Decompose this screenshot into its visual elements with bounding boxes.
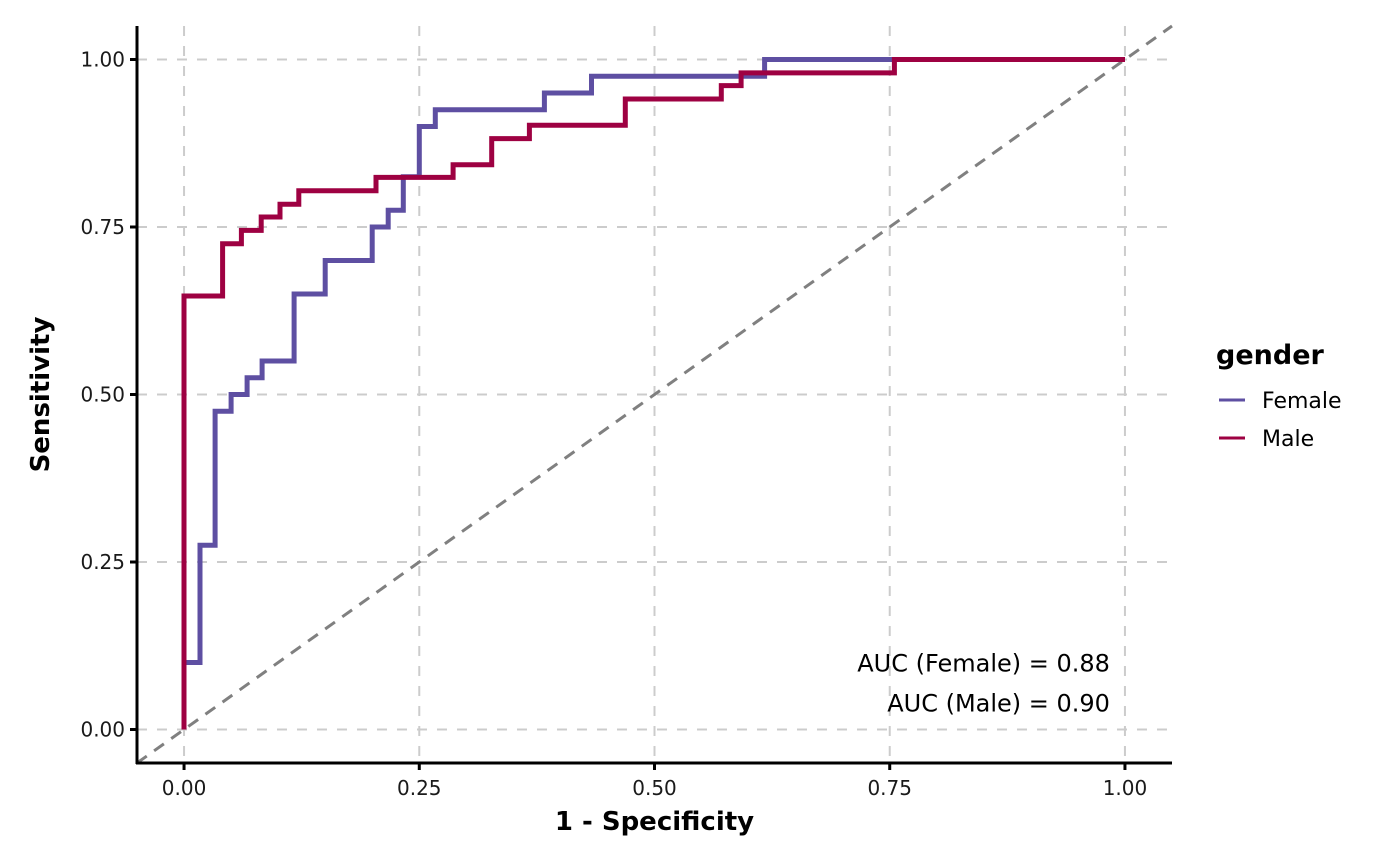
- auc-annotation: AUC (Female) = 0.88: [857, 650, 1110, 678]
- y-tick-labels: 0.00 0.25 0.50 0.75 1.00: [80, 48, 125, 742]
- y-tick-label: 0.25: [80, 550, 125, 574]
- x-tick-labels: 0.00 0.25 0.50 0.75 1.00: [162, 776, 1147, 800]
- x-tick-label: 0.50: [632, 776, 677, 800]
- y-tick-label: 0.75: [80, 215, 125, 239]
- roc-line-male: [181, 57, 1125, 730]
- reference-line-group: [136, 24, 1173, 765]
- auc-annotations: AUC (Female) = 0.88 AUC (Male) = 0.90: [857, 650, 1110, 718]
- y-axis-title: Sensitivity: [26, 317, 56, 473]
- y-tick-label: 0.50: [80, 383, 125, 407]
- roc-line-female: [181, 57, 1125, 730]
- reference-diagonal-line: [136, 24, 1173, 765]
- y-tick-label: 0.00: [80, 718, 125, 742]
- x-tick-label: 0.25: [397, 776, 442, 800]
- auc-annotation: AUC (Male) = 0.90: [887, 690, 1110, 718]
- legend-title: gender: [1216, 340, 1325, 371]
- legend: gender Female Male: [1216, 340, 1342, 452]
- legend-label-female: Female: [1262, 389, 1342, 414]
- legend-label-male: Male: [1262, 427, 1314, 452]
- x-axis-title: 1 - Specificity: [555, 807, 754, 837]
- y-tick-label: 1.00: [80, 48, 125, 72]
- series-group: [181, 57, 1125, 730]
- x-tick-label: 0.00: [162, 776, 207, 800]
- x-tick-label: 0.75: [867, 776, 912, 800]
- axes-group: [130, 26, 1172, 770]
- x-tick-label: 1.00: [1103, 776, 1148, 800]
